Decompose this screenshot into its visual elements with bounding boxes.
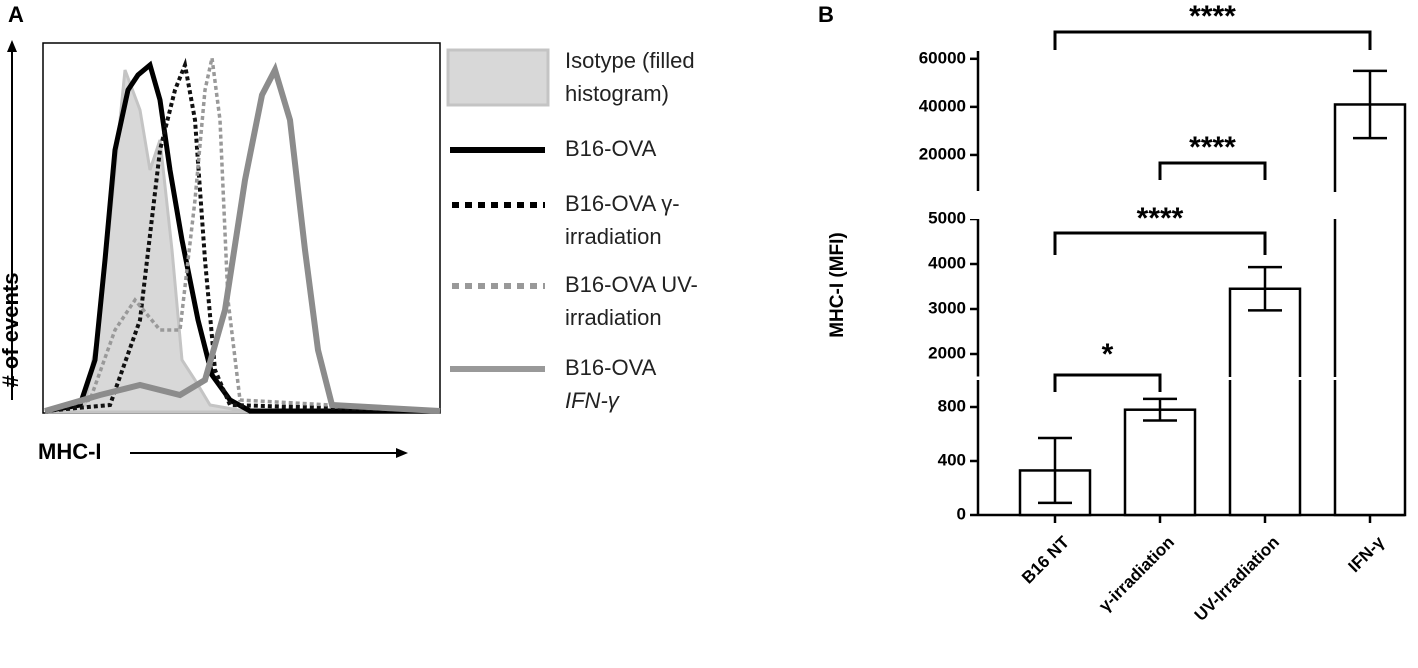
panel-label: A <box>8 2 24 27</box>
x-tick-label: IFN-γ <box>1345 532 1389 576</box>
axis-break <box>968 192 1398 219</box>
legend: Isotype (filled histogram) B16-OVA B16-OVA … <box>565 48 698 413</box>
panel-a: # of events MHC-I Isotype (filled histogr… <box>0 40 698 464</box>
x-tick-label: B16 NT <box>1018 532 1073 587</box>
y-tick-label: 800 <box>938 396 966 415</box>
axis-break <box>968 377 1398 380</box>
significance-bracket <box>1053 30 1372 50</box>
bar <box>1123 408 1197 517</box>
y-label: MHC-I (MFI) <box>827 232 848 338</box>
y-tick-label: 40000 <box>919 96 966 115</box>
legend-label: irradiation <box>565 305 662 330</box>
y-tick-label: 0 <box>957 504 966 523</box>
legend-label: B16-OVA γ- <box>565 191 680 216</box>
y-tick-label: 4000 <box>928 253 966 272</box>
legend-label: histogram) <box>565 81 669 106</box>
uv-curve <box>44 57 441 413</box>
y-tick-label: 3000 <box>928 298 966 317</box>
significance-bracket <box>1053 231 1267 255</box>
error-bar <box>1248 265 1282 312</box>
error-bar <box>1353 69 1387 140</box>
y-tick-label: 2000 <box>928 343 966 362</box>
significance-bracket <box>1053 373 1162 392</box>
legend-swatch <box>446 48 550 107</box>
x-label: MHC-I <box>38 439 102 464</box>
y-tick-label: 400 <box>938 450 966 469</box>
b16-ova-curve <box>44 60 440 414</box>
legend-label: Isotype (filled <box>565 48 695 73</box>
gamma-curve <box>44 57 441 413</box>
significance-label: **** <box>1189 131 1236 164</box>
legend-label: irradiation <box>565 224 662 249</box>
panel-b: MHC-I (MFI) 0 400 800 2000 3000 4000 5000 20000… <box>827 0 1407 625</box>
legend-label: IFN-γ <box>565 388 621 413</box>
significance-label: **** <box>1137 202 1184 235</box>
legend-label: B16-OVA <box>565 355 657 380</box>
x-tick-label: UV-Irradiation <box>1191 533 1283 625</box>
significance-bracket <box>1158 161 1267 180</box>
significance-label: * <box>1102 338 1114 371</box>
ifn-curve <box>44 62 441 414</box>
y-tick-label: 5000 <box>928 208 966 227</box>
legend-label: B16-OVA <box>565 136 657 161</box>
error-bar <box>1143 397 1177 422</box>
y-tick-label: 20000 <box>919 144 966 163</box>
panel-label: B <box>818 2 834 27</box>
error-bar <box>1038 436 1072 505</box>
significance-label: **** <box>1189 0 1236 33</box>
bar <box>1228 287 1302 517</box>
y-label: # of events <box>0 273 23 388</box>
x-tick-label: γ-irradiation <box>1095 533 1178 616</box>
arrowhead <box>396 448 408 458</box>
arrowhead <box>7 40 17 52</box>
legend-label: B16-OVA UV- <box>565 272 698 297</box>
bar <box>1333 103 1407 517</box>
y-tick-label: 60000 <box>919 48 966 67</box>
